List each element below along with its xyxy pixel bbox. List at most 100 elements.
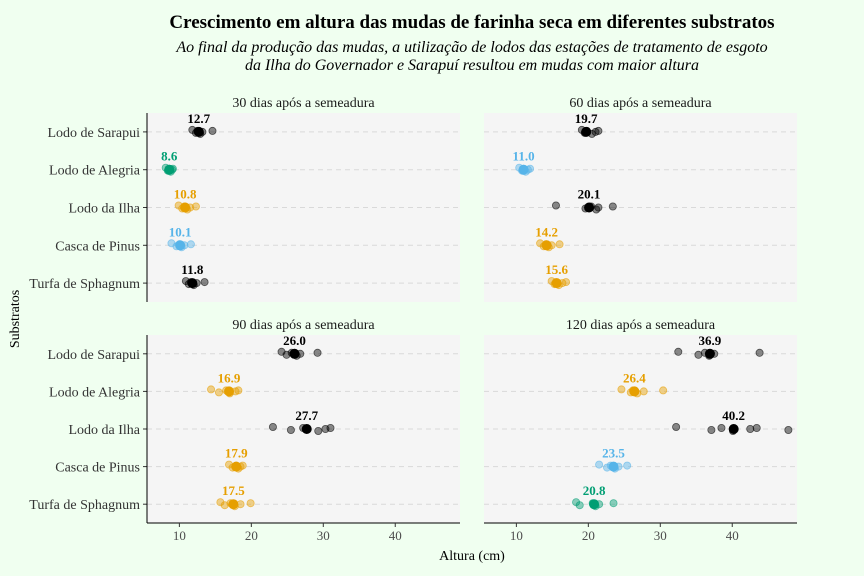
data-point (200, 278, 209, 287)
mean-marker (187, 278, 198, 289)
chart-subtitle-line-2: da Ilha do Governador e Sarapuí resultou… (245, 57, 699, 74)
mean-marker (704, 348, 715, 359)
data-point (326, 423, 335, 432)
mean-marker (581, 126, 592, 137)
y-tick-label: Turfa de Sphagnum (29, 498, 140, 513)
data-point (314, 426, 323, 435)
data-point (617, 385, 626, 394)
mean-data-label: 16.9 (218, 370, 241, 385)
data-point (575, 501, 584, 510)
mean-data-label: 26.0 (283, 333, 306, 348)
data-point (246, 499, 255, 508)
y-tick-label: Lodo de Alegria (49, 385, 141, 400)
mean-data-label: 17.5 (222, 483, 245, 498)
mean-data-label: 11.8 (181, 262, 204, 277)
mean-data-label: 11.0 (513, 149, 535, 164)
mean-marker (629, 386, 640, 397)
mean-marker (164, 164, 175, 175)
y-tick-label: Casca de Pinus (55, 461, 140, 476)
y-tick-label: Lodo de Alegria (49, 164, 141, 179)
data-point (746, 424, 755, 433)
data-point (609, 499, 618, 508)
facet-panels: 30 dias após a semeadura Lodo de Sarapui L… (29, 96, 797, 543)
facet-strip-label: 30 dias após a semeadura (232, 96, 375, 111)
mean-data-label: 26.4 (623, 370, 646, 385)
mean-data-label: 20.8 (583, 483, 606, 498)
y-tick-label: Turfa de Sphagnum (29, 277, 140, 292)
data-point (562, 278, 571, 287)
data-point (214, 388, 223, 397)
mean-marker (228, 499, 239, 510)
mean-data-label: 27.7 (295, 408, 318, 423)
data-point (207, 385, 216, 394)
mean-marker (175, 240, 186, 251)
facet-strip-label: 60 dias após a semeadura (569, 96, 712, 111)
y-tick-label: Casca de Pinus (55, 239, 140, 254)
data-point (208, 126, 217, 135)
data-point (623, 461, 632, 470)
mean-marker (289, 348, 300, 359)
data-point (595, 460, 604, 469)
mean-marker (728, 424, 739, 434)
facet-panel: 90 dias após a semeadura Lodo de Sarapui L… (29, 318, 460, 543)
y-tick-label: Lodo da Ilha (68, 423, 140, 438)
x-tick-label: 40 (389, 528, 402, 543)
data-point (784, 425, 793, 434)
x-tick-label: 10 (173, 528, 186, 543)
mean-data-label: 8.6 (161, 149, 178, 164)
data-point (608, 202, 617, 211)
y-tick-label: Lodo da Ilha (68, 202, 140, 217)
facet-panel: 30 dias após a semeadura Lodo de Sarapui L… (29, 96, 460, 302)
mean-marker (584, 202, 595, 213)
facet-panel: 120 dias após a semeadura 10 20 30 40 36.9 26.… (484, 318, 797, 543)
data-point (286, 425, 295, 434)
mean-marker (224, 386, 235, 397)
mean-data-label: 20.1 (578, 187, 601, 202)
mean-marker (231, 461, 242, 472)
data-point (186, 240, 195, 249)
data-point (752, 423, 761, 432)
data-point (268, 422, 277, 431)
facet-strip-label: 120 dias após a semeadura (566, 318, 716, 333)
data-point (639, 387, 648, 396)
mean-marker (551, 278, 562, 289)
data-point (555, 240, 564, 249)
data-point (707, 425, 716, 434)
mean-marker (589, 499, 600, 510)
x-tick-label: 40 (726, 528, 739, 543)
data-point (551, 201, 560, 210)
data-point (191, 202, 200, 211)
chart-subtitle-line-1: Ao final da produção das mudas, a utiliz… (175, 39, 767, 56)
y-tick-label: Lodo de Sarapui (47, 348, 140, 363)
mean-data-label: 10.1 (169, 224, 192, 239)
mean-data-label: 12.7 (187, 111, 210, 126)
facet-strip-label: 90 dias após a semeadura (232, 318, 375, 333)
y-axis-label: Substratos (8, 290, 23, 348)
data-point (594, 126, 603, 135)
mean-data-label: 10.8 (174, 187, 197, 202)
data-point (313, 348, 322, 357)
mean-data-label: 14.2 (535, 224, 558, 239)
mean-marker (518, 164, 529, 175)
mean-data-label: 17.9 (225, 446, 248, 461)
data-point (674, 347, 683, 356)
data-point (659, 386, 668, 395)
x-axis-label: Altura (cm) (439, 549, 505, 564)
mean-marker (541, 240, 552, 251)
data-point (672, 422, 681, 431)
data-point (755, 348, 764, 357)
x-tick-label: 30 (317, 528, 330, 543)
y-tick-label: Lodo de Sarapui (47, 126, 140, 141)
mean-marker (180, 202, 191, 213)
x-tick-label: 20 (245, 528, 258, 543)
mean-data-label: 40.2 (722, 408, 745, 423)
data-point (594, 203, 603, 212)
data-point (717, 423, 726, 432)
x-tick-label: 10 (510, 528, 523, 543)
x-tick-label: 30 (654, 528, 667, 543)
mean-data-label: 36.9 (699, 333, 722, 348)
mean-data-label: 15.6 (545, 262, 568, 277)
mean-data-label: 23.5 (602, 446, 625, 461)
